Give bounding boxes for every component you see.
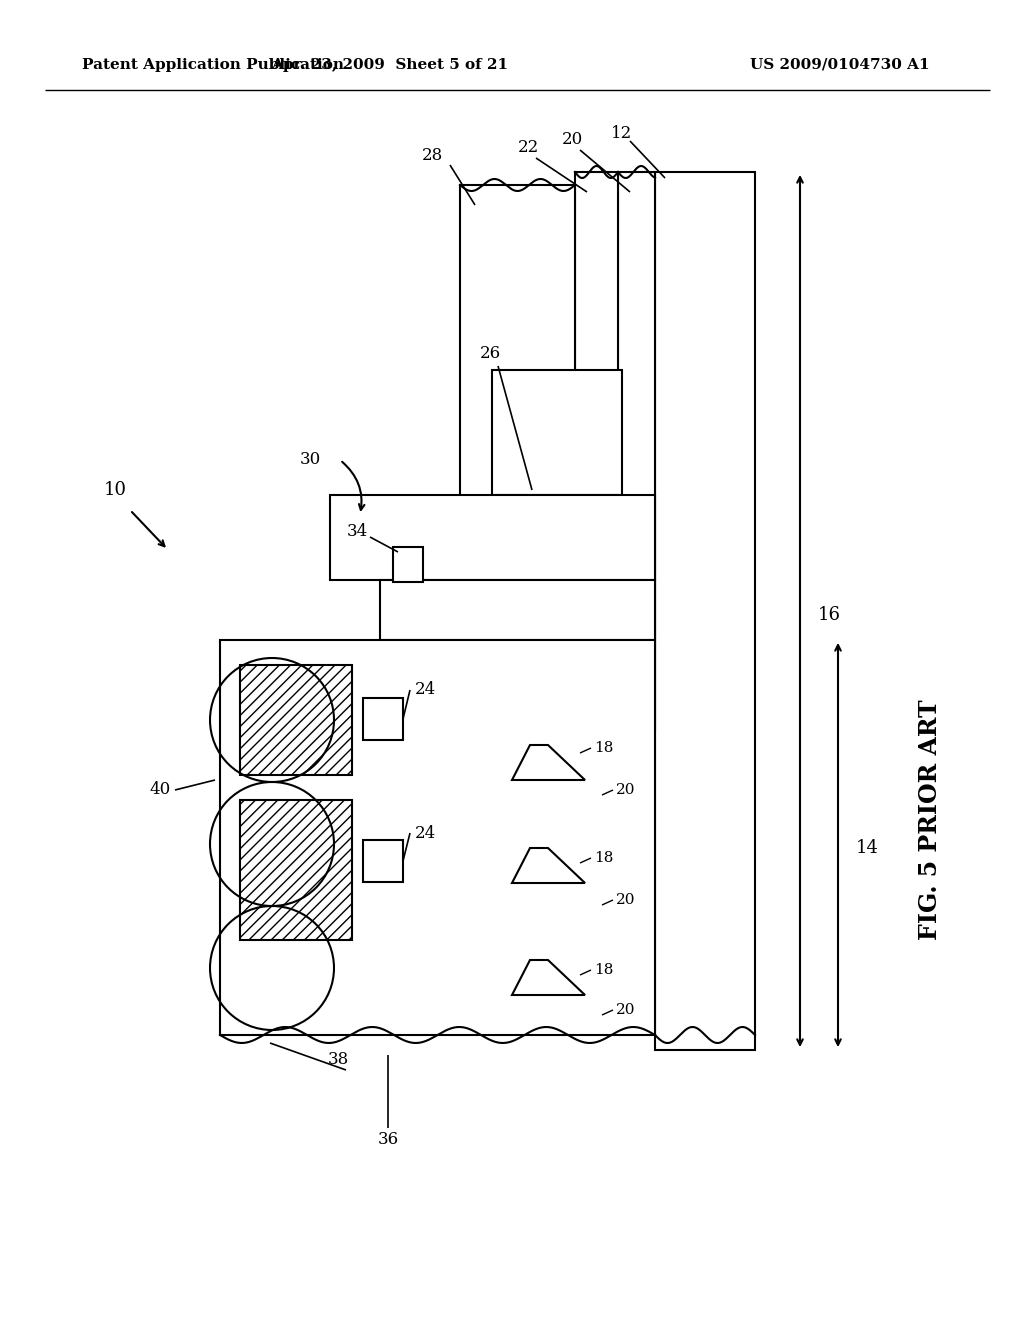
Text: 34: 34 — [347, 524, 368, 540]
Bar — [330, 495, 655, 579]
Text: 14: 14 — [856, 840, 879, 857]
Text: 36: 36 — [378, 1131, 398, 1148]
Text: 24: 24 — [415, 825, 436, 842]
Text: 28: 28 — [421, 147, 442, 164]
Bar — [618, 172, 655, 730]
Text: 20: 20 — [616, 1003, 636, 1016]
Text: 20: 20 — [561, 132, 583, 149]
Text: 16: 16 — [818, 606, 841, 624]
Text: 12: 12 — [611, 124, 633, 141]
Text: 18: 18 — [594, 851, 613, 865]
Bar — [240, 665, 352, 775]
Bar — [460, 185, 575, 671]
Text: 18: 18 — [594, 964, 613, 977]
Bar — [393, 546, 423, 582]
Bar — [240, 800, 352, 940]
Text: 18: 18 — [594, 741, 613, 755]
Text: FIG. 5 PRIOR ART: FIG. 5 PRIOR ART — [918, 700, 942, 940]
Bar — [220, 640, 655, 1035]
Text: 10: 10 — [103, 480, 127, 499]
Bar — [380, 579, 655, 640]
Bar — [492, 370, 622, 495]
Bar — [362, 698, 403, 741]
Polygon shape — [512, 847, 585, 883]
Polygon shape — [512, 960, 585, 995]
Text: 24: 24 — [415, 681, 436, 698]
Text: 40: 40 — [150, 781, 171, 799]
Bar — [362, 840, 403, 882]
Text: Apr. 23, 2009  Sheet 5 of 21: Apr. 23, 2009 Sheet 5 of 21 — [271, 58, 509, 73]
Polygon shape — [512, 744, 585, 780]
Text: 38: 38 — [328, 1052, 348, 1068]
Text: 20: 20 — [616, 894, 636, 907]
Text: 30: 30 — [299, 451, 321, 469]
Text: 22: 22 — [517, 140, 539, 157]
Text: US 2009/0104730 A1: US 2009/0104730 A1 — [750, 58, 930, 73]
Bar — [655, 172, 755, 1049]
Text: Patent Application Publication: Patent Application Publication — [82, 58, 344, 73]
Text: 26: 26 — [479, 346, 501, 363]
Text: 20: 20 — [616, 783, 636, 797]
Bar — [575, 172, 618, 700]
